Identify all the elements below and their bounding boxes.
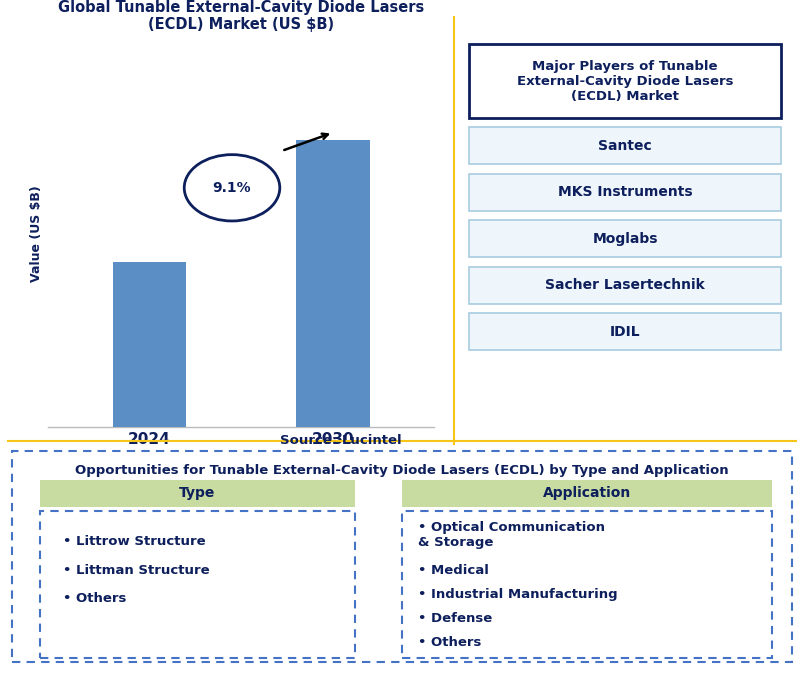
FancyBboxPatch shape xyxy=(468,44,781,118)
Text: • Defense: • Defense xyxy=(418,612,491,625)
Title: Global Tunable External-Cavity Diode Lasers
(ECDL) Market (US $B): Global Tunable External-Cavity Diode Las… xyxy=(58,0,424,32)
FancyBboxPatch shape xyxy=(402,511,772,658)
Text: • Medical: • Medical xyxy=(418,563,488,577)
Text: IDIL: IDIL xyxy=(609,324,640,339)
Text: Santec: Santec xyxy=(597,139,651,153)
Text: • Others: • Others xyxy=(418,636,480,649)
FancyBboxPatch shape xyxy=(12,451,791,662)
Text: • Optical Communication
& Storage: • Optical Communication & Storage xyxy=(418,521,604,549)
FancyBboxPatch shape xyxy=(468,174,781,211)
Text: Moglabs: Moglabs xyxy=(592,232,657,246)
FancyBboxPatch shape xyxy=(39,481,354,507)
Text: Opportunities for Tunable External-Cavity Diode Lasers (ECDL) by Type and Applic: Opportunities for Tunable External-Cavit… xyxy=(75,464,728,477)
FancyBboxPatch shape xyxy=(468,127,781,164)
Text: Type: Type xyxy=(179,487,215,501)
Text: 9.1%: 9.1% xyxy=(213,181,251,194)
Text: • Littrow Structure: • Littrow Structure xyxy=(63,535,206,548)
FancyBboxPatch shape xyxy=(468,313,781,350)
Text: • Littman Structure: • Littman Structure xyxy=(63,563,210,577)
Text: MKS Instruments: MKS Instruments xyxy=(557,185,691,199)
Bar xyxy=(296,140,369,427)
Y-axis label: Value (US $B): Value (US $B) xyxy=(30,186,43,282)
Text: Source: Lucintel: Source: Lucintel xyxy=(280,434,402,447)
FancyBboxPatch shape xyxy=(468,220,781,257)
Text: Major Players of Tunable
External-Cavity Diode Lasers
(ECDL) Market: Major Players of Tunable External-Cavity… xyxy=(516,59,732,102)
FancyBboxPatch shape xyxy=(39,511,354,658)
Text: • Industrial Manufacturing: • Industrial Manufacturing xyxy=(418,588,617,600)
Text: Application: Application xyxy=(542,487,630,501)
Bar xyxy=(112,262,185,427)
Text: Sacher Lasertechnik: Sacher Lasertechnik xyxy=(544,278,704,292)
FancyBboxPatch shape xyxy=(402,481,772,507)
Text: • Others: • Others xyxy=(63,592,126,605)
FancyBboxPatch shape xyxy=(468,267,781,304)
